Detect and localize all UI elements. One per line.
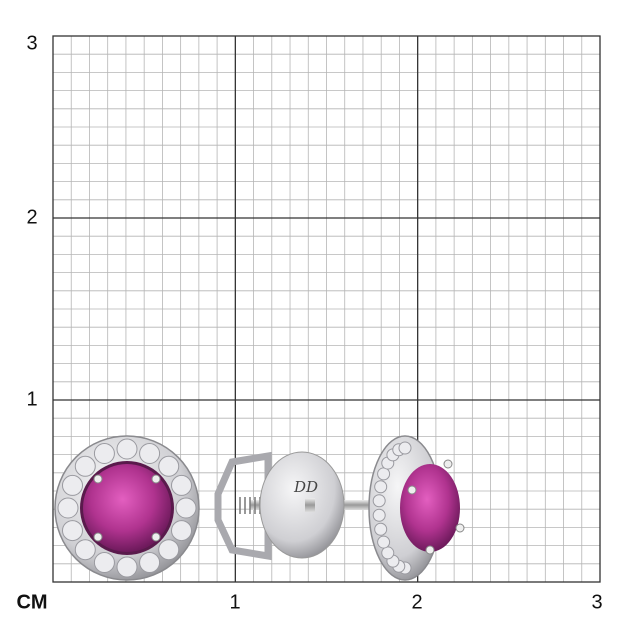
halo-diamonds bbox=[57, 438, 197, 578]
pink-gemstone-side bbox=[400, 464, 460, 552]
diamond bbox=[139, 552, 161, 574]
diamond bbox=[377, 467, 391, 481]
earring-screw-back: DD bbox=[214, 451, 390, 561]
x-label-3: 3 bbox=[591, 591, 603, 614]
diamond bbox=[374, 522, 388, 536]
diamond bbox=[372, 508, 386, 522]
diamond bbox=[158, 455, 180, 477]
diamond bbox=[93, 442, 115, 464]
unit-label: CM bbox=[16, 591, 48, 614]
diamond bbox=[374, 480, 388, 494]
diamond bbox=[372, 494, 386, 508]
diamond bbox=[93, 552, 115, 574]
diamond bbox=[74, 539, 96, 561]
pink-gemstone bbox=[83, 464, 171, 552]
y-label-3: 3 bbox=[26, 32, 38, 55]
diamond bbox=[175, 497, 197, 519]
diamond bbox=[116, 556, 138, 578]
diamond bbox=[381, 546, 395, 560]
x-label-2: 2 bbox=[411, 591, 423, 614]
diamond bbox=[74, 455, 96, 477]
diamond bbox=[377, 535, 391, 549]
diamond bbox=[57, 497, 79, 519]
diamond bbox=[61, 474, 83, 496]
grid-border bbox=[52, 35, 601, 583]
y-label-2: 2 bbox=[26, 206, 38, 229]
diamond bbox=[116, 438, 138, 460]
earring-front-view bbox=[54, 435, 200, 581]
diamond bbox=[171, 520, 193, 542]
engraving-logo: DD bbox=[293, 478, 318, 496]
diamond bbox=[158, 539, 180, 561]
x-label-1: 1 bbox=[229, 591, 241, 614]
diamond bbox=[398, 441, 412, 455]
diamond bbox=[61, 520, 83, 542]
earring-side-view bbox=[368, 435, 465, 581]
y-label-1: 1 bbox=[26, 388, 38, 411]
diamond bbox=[171, 474, 193, 496]
diamond bbox=[139, 442, 161, 464]
